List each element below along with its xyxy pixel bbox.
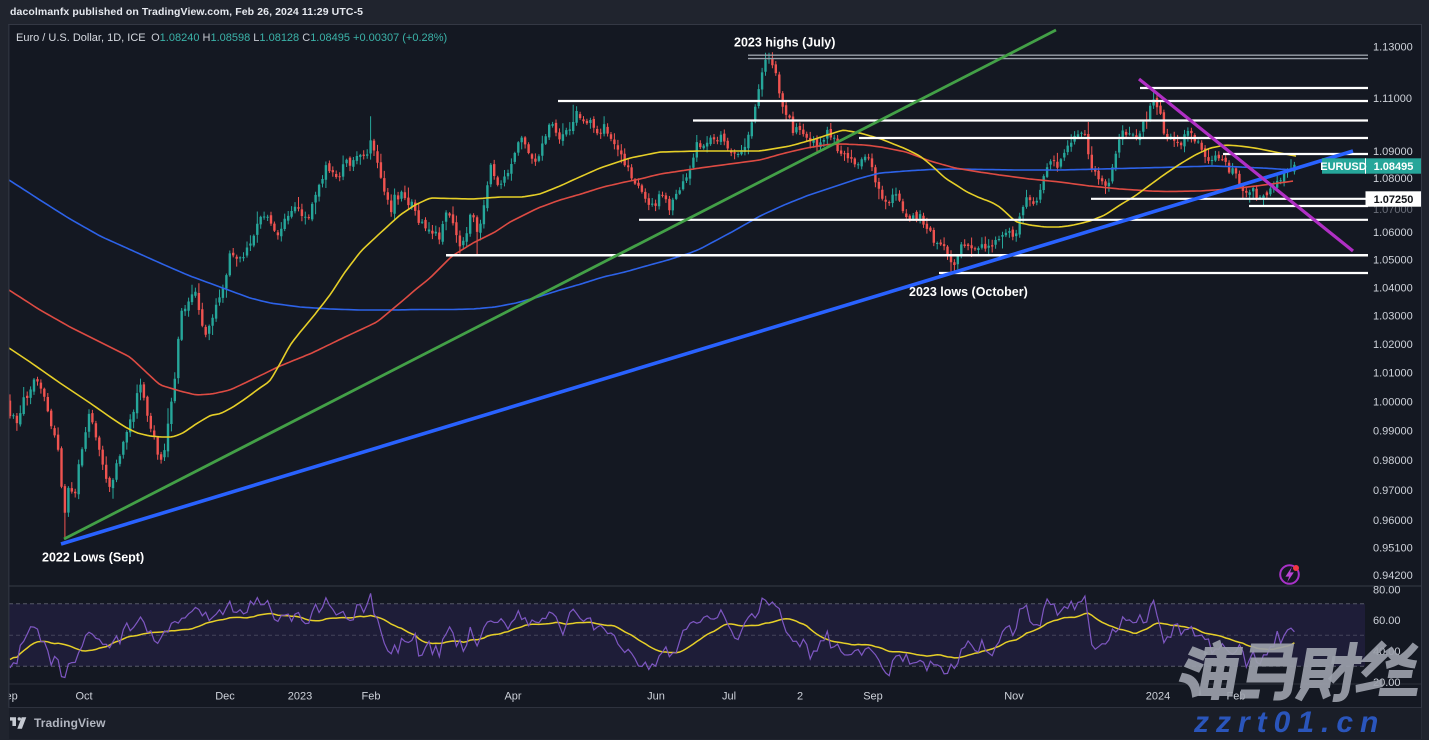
svg-text:60.00: 60.00 <box>1373 615 1401 627</box>
svg-text:1.07250: 1.07250 <box>1374 194 1414 206</box>
svg-text:2023 highs (July): 2023 highs (July) <box>734 36 835 50</box>
svg-text:0.99000: 0.99000 <box>1373 426 1413 438</box>
svg-text:Jul: Jul <box>722 691 736 703</box>
svg-text:1.02000: 1.02000 <box>1373 339 1413 351</box>
svg-text:0.96000: 0.96000 <box>1373 515 1413 527</box>
svg-text:1.06000: 1.06000 <box>1373 227 1413 239</box>
svg-text:Sep: Sep <box>863 691 883 703</box>
svg-text:1.03000: 1.03000 <box>1373 311 1413 323</box>
svg-text:2024: 2024 <box>1146 691 1170 703</box>
svg-text:1.08495: 1.08495 <box>1374 161 1414 173</box>
svg-text:1.07000: 1.07000 <box>1373 204 1413 216</box>
svg-text:2023 lows (October): 2023 lows (October) <box>909 285 1028 299</box>
svg-text:Apr: Apr <box>504 691 521 703</box>
svg-text:Oct: Oct <box>75 691 92 703</box>
svg-text:1.00000: 1.00000 <box>1373 396 1413 408</box>
svg-text:2022 Lows (Sept): 2022 Lows (Sept) <box>42 551 144 565</box>
svg-text:1.01000: 1.01000 <box>1373 367 1413 379</box>
svg-text:1.13000: 1.13000 <box>1373 41 1413 53</box>
svg-text:0.95100: 0.95100 <box>1373 542 1413 554</box>
svg-text:0.97000: 0.97000 <box>1373 485 1413 497</box>
svg-text:2023: 2023 <box>288 691 312 703</box>
svg-text:Dec: Dec <box>215 691 235 703</box>
svg-text:0.94200: 0.94200 <box>1373 570 1413 582</box>
svg-text:Nov: Nov <box>1004 691 1024 703</box>
svg-text:1.05000: 1.05000 <box>1373 255 1413 267</box>
svg-text:1.04000: 1.04000 <box>1373 282 1413 294</box>
svg-text:1.08000: 1.08000 <box>1373 173 1413 185</box>
svg-text:80.00: 80.00 <box>1373 584 1401 596</box>
svg-text:1.11000: 1.11000 <box>1373 93 1412 105</box>
svg-text:0.98000: 0.98000 <box>1373 455 1413 467</box>
svg-text:1.09000: 1.09000 <box>1373 146 1413 158</box>
svg-text:Jun: Jun <box>647 691 665 703</box>
svg-text:2: 2 <box>797 691 803 703</box>
svg-text:EURUSD: EURUSD <box>1320 161 1367 173</box>
svg-text:Feb: Feb <box>362 691 381 703</box>
